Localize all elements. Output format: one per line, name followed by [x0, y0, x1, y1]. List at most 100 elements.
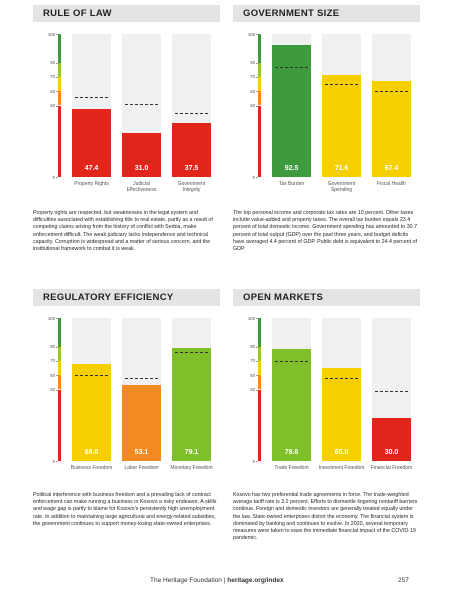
y-tick-label: 50 — [250, 103, 255, 108]
value-label: 31.0 — [134, 165, 149, 172]
category-label: Property Rights — [74, 181, 109, 187]
category-label: Investment Freedom — [318, 465, 365, 471]
value-label: 30.0 — [384, 449, 399, 456]
category-label: Monetary Freedom — [170, 465, 213, 471]
bar — [72, 363, 111, 461]
tick-mark — [56, 318, 58, 319]
y-tick-label: 60 — [250, 372, 255, 378]
axis-segment — [258, 34, 261, 63]
y-tick-label: 0 — [52, 458, 55, 464]
page-number: 257 — [398, 577, 409, 584]
axis-segment — [258, 105, 261, 177]
chart: 100 80 70 60 50 0 47.4 Property Rights 31.0 Judic… — [33, 30, 220, 205]
tick-mark — [256, 76, 258, 78]
axis-segment — [258, 375, 261, 390]
reference-line — [125, 104, 158, 106]
tick-mark — [56, 34, 58, 35]
y-tick-label: 60 — [50, 88, 55, 94]
paragraph: Political interference with business fre… — [33, 492, 217, 527]
footer: The Heritage Foundation | heritage.org/i… — [150, 577, 284, 584]
axis-segment — [58, 105, 61, 177]
y-tick-label: 100 — [247, 31, 255, 37]
chart-title: RULE OF LAW — [43, 8, 112, 19]
category-label: Government Integrity — [177, 181, 206, 193]
tick-mark — [256, 360, 258, 362]
bar — [322, 74, 361, 177]
bar — [372, 418, 411, 461]
axis-segment — [58, 76, 61, 92]
y-tick-label: 0 — [252, 174, 255, 180]
y-tick-label: 80 — [250, 344, 255, 350]
axis-segment — [58, 91, 61, 106]
bar — [172, 347, 211, 461]
reference-line — [325, 378, 358, 380]
reference-line — [375, 390, 408, 392]
axis-segment — [58, 346, 61, 361]
reference-line — [275, 360, 308, 362]
tick-mark — [256, 389, 258, 390]
tick-mark — [56, 461, 58, 462]
panel-header: REGULATORY EFFICIENCY — [33, 289, 220, 306]
y-tick-label: 100 — [47, 31, 55, 37]
chart-title: GOVERNMENT SIZE — [243, 8, 340, 19]
bar — [272, 44, 311, 177]
axis-segment — [258, 318, 261, 347]
tick-mark — [56, 76, 58, 78]
axis-segment — [58, 389, 61, 461]
value-label: 47.4 — [84, 165, 99, 172]
axis-segment — [58, 360, 61, 376]
publisher: The Heritage Foundation — [150, 577, 222, 584]
paragraph: Kosovo has two preferential trade agreem… — [233, 492, 418, 542]
tick-mark — [56, 389, 58, 390]
tick-mark — [256, 318, 258, 319]
panel-header: RULE OF LAW — [33, 5, 220, 22]
axis-segment — [258, 389, 261, 461]
y-tick-label: 70 — [250, 358, 255, 364]
tick-mark — [256, 34, 258, 35]
category-label: Labor Freedom — [124, 465, 159, 471]
bar — [322, 368, 361, 461]
chart: 100 80 70 60 50 0 78.6 Trade Freedom 65.0 Investm… — [233, 314, 420, 489]
reference-line — [75, 375, 108, 377]
bar — [72, 109, 111, 177]
reference-line — [175, 352, 208, 354]
category-label: Tax Burden — [278, 181, 305, 187]
axis-segment — [258, 360, 261, 376]
bar — [122, 132, 161, 177]
axis-segment — [58, 62, 61, 77]
tick-mark — [56, 177, 58, 178]
value-label: 78.6 — [284, 449, 299, 456]
tick-mark — [56, 91, 58, 92]
axis-segment — [258, 346, 261, 361]
y-tick-label: 60 — [50, 372, 55, 378]
value-label: 37.5 — [184, 165, 199, 172]
separator: | — [223, 577, 226, 584]
reference-line — [275, 66, 308, 68]
value-label: 67.4 — [384, 165, 399, 172]
y-tick-label: 100 — [247, 315, 255, 321]
panel-header: OPEN MARKETS — [233, 289, 420, 306]
reference-line — [125, 378, 158, 380]
y-tick-label: 80 — [50, 60, 55, 66]
y-tick-label: 50 — [50, 103, 55, 108]
tick-mark — [256, 62, 258, 64]
chart-title: REGULATORY EFFICIENCY — [43, 292, 174, 303]
value-label: 65.0 — [334, 449, 349, 456]
y-tick-label: 50 — [250, 387, 255, 392]
category-label: Fiscal Health — [377, 181, 406, 187]
reference-line — [375, 91, 408, 93]
bar — [272, 348, 311, 461]
tick-mark — [256, 105, 258, 106]
y-tick-label: 0 — [252, 458, 255, 464]
y-tick-label: 0 — [52, 174, 55, 180]
axis-segment — [258, 76, 261, 92]
category-label: Judicial Effectiveness — [126, 181, 157, 193]
value-label: 68.0 — [84, 449, 99, 456]
panel-header: GOVERNMENT SIZE — [233, 5, 420, 22]
bar — [122, 385, 161, 461]
tick-mark — [56, 375, 58, 376]
value-label: 53.1 — [134, 449, 149, 456]
value-label: 92.5 — [284, 165, 299, 172]
axis-segment — [58, 318, 61, 347]
